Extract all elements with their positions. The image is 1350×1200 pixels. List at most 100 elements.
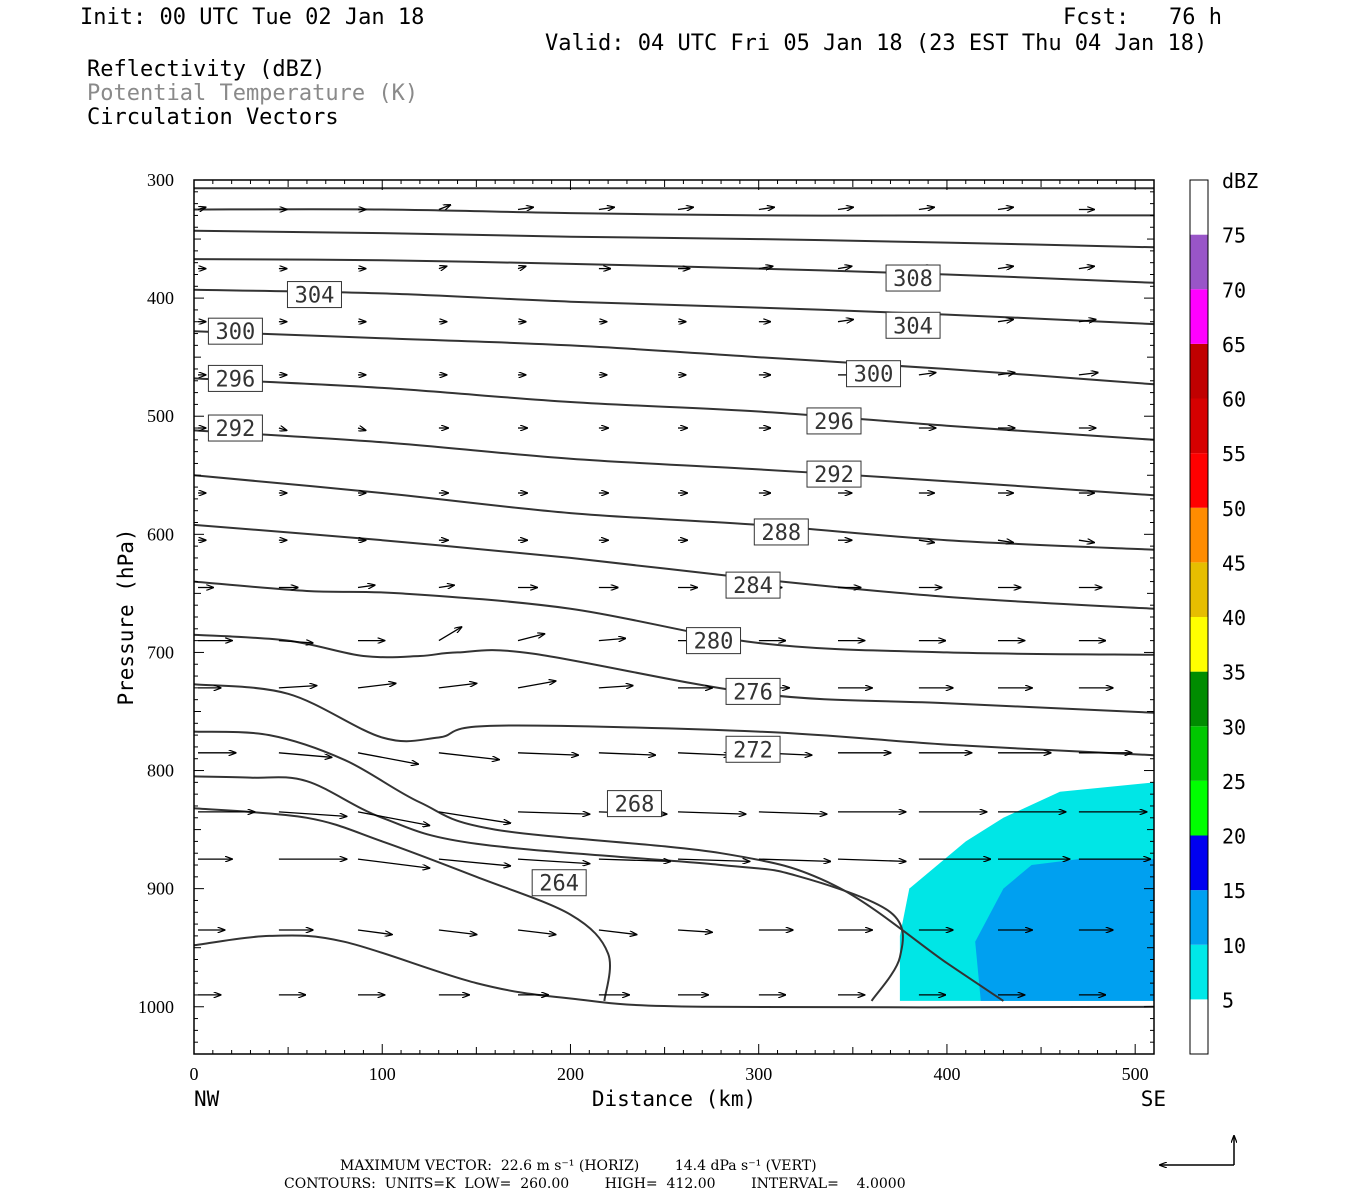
circulation-vector bbox=[438, 929, 477, 935]
colorbar-segment bbox=[1190, 890, 1208, 945]
colorbar-tick-label: 55 bbox=[1222, 442, 1246, 466]
contour-label-box bbox=[207, 414, 263, 442]
colorbar-segment bbox=[1190, 999, 1208, 1054]
colorbar-tick-label: 10 bbox=[1222, 934, 1246, 958]
contour-label: 280 bbox=[686, 627, 742, 655]
field-circulation-vectors: Circulation Vectors bbox=[87, 105, 339, 130]
contour-label-box bbox=[606, 790, 662, 818]
contour-label-text: 296 bbox=[216, 367, 256, 392]
contour-label: 284 bbox=[725, 571, 781, 599]
colorbar-segment bbox=[1190, 453, 1208, 508]
circulation-vector bbox=[997, 373, 1015, 375]
circulation-vector bbox=[278, 428, 287, 430]
contour-label-box bbox=[806, 460, 862, 488]
contour-label-text: 284 bbox=[733, 574, 773, 599]
circulation-vector bbox=[438, 683, 477, 689]
colorbar-segment bbox=[1190, 398, 1208, 454]
isentrope-line bbox=[193, 775, 904, 1002]
isentrope-line bbox=[193, 208, 1154, 217]
circulation-vector bbox=[357, 929, 392, 935]
y-axis-title: Pressure (hPa) bbox=[114, 528, 138, 705]
contour-label: 292 bbox=[207, 414, 263, 442]
colorbar-segment bbox=[1190, 180, 1208, 235]
circulation-vector bbox=[197, 207, 206, 209]
contour-label-box bbox=[686, 627, 742, 655]
contour-label-text: 272 bbox=[733, 738, 773, 763]
circulation-vector bbox=[357, 752, 418, 764]
circulation-vector bbox=[598, 859, 670, 861]
circulation-vector bbox=[1078, 320, 1096, 322]
x-end-label-left: NW bbox=[194, 1087, 220, 1111]
x-tick-label: 300 bbox=[745, 1064, 772, 1084]
circulation-vector bbox=[758, 207, 774, 209]
colorbar-tick-label: 35 bbox=[1222, 661, 1246, 685]
reflectivity-fill-layer bbox=[899, 782, 1154, 1001]
x-tick-label: 200 bbox=[557, 1064, 584, 1084]
contour-label-box bbox=[885, 264, 941, 292]
contour-label-text: 300 bbox=[854, 363, 894, 388]
colorbar-tick-label: 75 bbox=[1222, 224, 1246, 248]
x-tick-label: 0 bbox=[190, 1064, 199, 1084]
contour-label: 308 bbox=[885, 264, 941, 292]
x-tick-label: 500 bbox=[1122, 1064, 1149, 1084]
contour-label: 296 bbox=[207, 364, 263, 392]
colorbar-tick-label: 40 bbox=[1222, 606, 1246, 630]
colorbar-segment bbox=[1190, 507, 1208, 563]
contour-label-text: 264 bbox=[539, 872, 579, 897]
circulation-vector bbox=[677, 812, 746, 814]
circulation-vector bbox=[677, 930, 712, 932]
colorbar-segment bbox=[1190, 289, 1208, 344]
circulation-vector bbox=[677, 859, 749, 861]
contour-label: 288 bbox=[753, 518, 809, 546]
y-tick-label: 500 bbox=[147, 406, 174, 426]
colorbar-tick-label: 50 bbox=[1222, 497, 1246, 521]
circulation-vector bbox=[517, 207, 533, 209]
contour-label-text: 280 bbox=[694, 630, 734, 655]
circulation-vector bbox=[517, 812, 589, 814]
colorbar-segment bbox=[1190, 726, 1208, 781]
circulation-vector bbox=[1078, 540, 1094, 542]
circulation-vector bbox=[278, 686, 317, 688]
colorbar-segment bbox=[1190, 671, 1208, 727]
contour-label: 300 bbox=[846, 360, 902, 388]
circulation-vector bbox=[677, 753, 731, 755]
circulation-vector bbox=[278, 752, 332, 758]
circulation-vector bbox=[517, 634, 544, 642]
contour-label: 296 bbox=[806, 407, 862, 435]
y-tick-label: 1000 bbox=[138, 997, 174, 1017]
circulation-vector bbox=[758, 859, 830, 861]
init-time: Init: 00 UTC Tue 02 Jan 18 bbox=[80, 5, 425, 30]
colorbar-segment bbox=[1190, 343, 1208, 399]
contour-label-text: 304 bbox=[295, 284, 335, 309]
contour-label: 304 bbox=[286, 281, 342, 309]
circulation-vector bbox=[997, 207, 1013, 209]
max-vector-note: MAXIMUM VECTOR: 22.6 m s⁻¹ (HORIZ) 14.4 … bbox=[340, 1158, 817, 1174]
valid-time: Valid: 04 UTC Fri 05 Jan 18 (23 EST Thu … bbox=[545, 31, 1208, 56]
field-potential-temperature: Potential Temperature (K) bbox=[87, 81, 419, 106]
circulation-vector bbox=[918, 373, 936, 375]
isentrope-line bbox=[193, 474, 1155, 551]
circulation-vector bbox=[438, 205, 450, 210]
x-end-label-right: SE bbox=[1141, 1087, 1166, 1111]
circulation-vector bbox=[357, 585, 375, 587]
circulation-vector bbox=[837, 266, 852, 268]
circulation-vector bbox=[517, 753, 578, 755]
contour-label-box bbox=[531, 869, 587, 897]
colorbar: 5 10 15 20 25 30 35 40 45 50 55 60 65 70 75 dBZ bbox=[1189, 169, 1258, 1055]
circulation-vector bbox=[598, 753, 655, 755]
colorbar-tick-label: 45 bbox=[1222, 551, 1246, 575]
contour-label: 264 bbox=[531, 869, 587, 897]
circulation-vector bbox=[598, 638, 625, 640]
contour-label-box bbox=[207, 317, 263, 345]
contour-label-box bbox=[806, 407, 862, 435]
y-tick-label: 300 bbox=[147, 170, 174, 190]
colorbar-tick-label: 60 bbox=[1222, 388, 1246, 412]
colorbar-frame bbox=[1189, 179, 1209, 1055]
contour-label-text: 268 bbox=[615, 793, 655, 818]
colorbar-segment bbox=[1190, 617, 1208, 672]
contour-label-box bbox=[753, 518, 809, 546]
contour-label-box bbox=[725, 571, 781, 599]
y-tick-label: 700 bbox=[147, 642, 174, 662]
x-tick-label: 400 bbox=[933, 1064, 960, 1084]
